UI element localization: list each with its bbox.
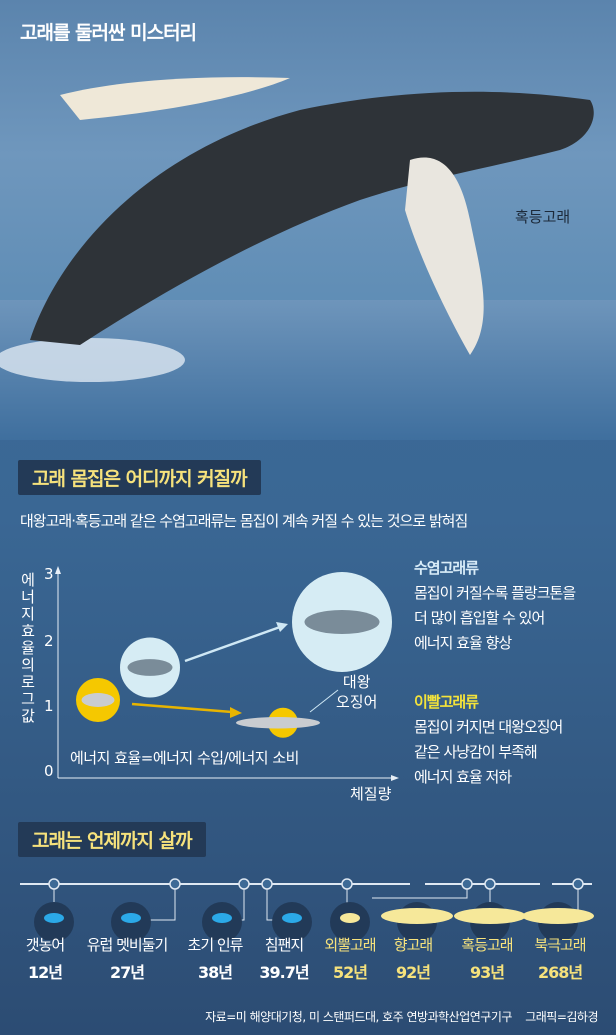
lifespan-years: 38년 [198,963,233,982]
whale-photo [0,0,616,440]
x-axis-label: 체질량 [350,785,392,803]
y-tick-3: 3 [44,565,54,583]
species-name: 외뿔고래 [324,936,376,954]
narwhal-icon [340,913,360,923]
baleen-note: 수염고래류 몸집이 커질수록 플랑크톤을 더 많이 흡입할 수 있어 에너지 효… [414,556,576,656]
baleen-title: 수염고래류 [414,559,479,577]
lifespan-timeline [20,878,594,940]
y-tick-1: 1 [44,697,54,715]
baleen-arrow [184,625,281,663]
credit: 그래픽=김하경 [525,1010,598,1024]
chimpanzee-icon [282,913,302,923]
species-name: 초기 인류 [187,936,244,954]
whale-icon [127,659,173,676]
toothed-line: 몸집이 커지면 대왕오징어 [414,718,563,736]
y-tick-0: 0 [44,762,54,780]
y-tick-2: 2 [44,632,54,650]
timeline-node [572,878,584,890]
whale-icon [81,693,115,707]
section-header-size: 고래 몸집은 어디까지 커질까 [18,460,261,495]
lifespan-years: 27년 [110,963,145,982]
whale-icon [236,717,320,729]
section-header-lifespan: 고래는 언제까지 살까 [18,822,206,857]
species-name: 유럽 멧비둘기 [86,936,169,954]
toothed-arrow [131,702,233,714]
page-title: 고래를 둘러싼 미스터리 [20,22,197,44]
baleen-line: 더 많이 흡입할 수 있어 [414,609,545,627]
species-name: 갯농어 [25,936,65,954]
species-name: 향고래 [393,936,433,954]
species-name: 혹등고래 [461,936,513,954]
species-name: 침팬지 [264,936,304,954]
squid-label-2: 오징어 [336,693,378,711]
timeline-node [484,878,496,890]
dove-icon [121,913,141,923]
lifespan-years: 39.7년 [259,963,309,982]
humpback-whale-image [0,77,616,440]
species-name: 북극고래 [534,936,586,954]
sperm-whale-icon [381,908,453,924]
source: 자료=미 해양대기청, 미 스탠퍼드대, 호주 연방과학산업연구기구 [205,1010,512,1024]
bowhead-whale-icon [522,908,594,924]
toothed-line: 에너지 효율 저하 [414,768,512,786]
timeline-node [261,878,273,890]
y-axis-label: 에너지 효율의 로그값 [21,571,35,725]
timeline-node [461,878,473,890]
timeline-node [341,878,353,890]
baleen-line: 몸집이 커질수록 플랑크톤을 [414,584,576,602]
humpback-whale-icon [454,908,526,924]
lifespan-years: 92년 [396,963,431,982]
formula: 에너지 효율=에너지 수입/에너지 소비 [70,749,299,767]
baleen-line: 에너지 효율 향상 [414,634,512,652]
lifespan-years: 52년 [333,963,368,982]
timeline-node [238,878,250,890]
human-icon [212,913,232,923]
toothed-line: 같은 사냥감이 부족해 [414,743,538,761]
toothed-note: 이빨고래류 몸집이 커지면 대왕오징어 같은 사냥감이 부족해 에너지 효율 저… [414,690,563,790]
fish-icon [44,913,64,923]
lifespan-years: 268년 [537,963,583,982]
timeline-node [169,878,181,890]
source-credit: 자료=미 해양대기청, 미 스탠퍼드대, 호주 연방과학산업연구기구 그래픽=김… [205,1008,598,1025]
energy-chart [55,566,399,781]
section-subtitle: 대왕고래·혹등고래 같은 수염고래류는 몸집이 계속 커질 수 있는 것으로 밝… [20,512,468,530]
squid-label-1: 대왕 [342,673,371,691]
photo-label: 혹등고래 [515,208,571,226]
timeline-node [48,878,60,890]
lifespan-years: 93년 [470,963,505,982]
toothed-title: 이빨고래류 [414,693,479,711]
whale-icon [304,610,380,634]
lifespan-years: 12년 [28,963,63,982]
